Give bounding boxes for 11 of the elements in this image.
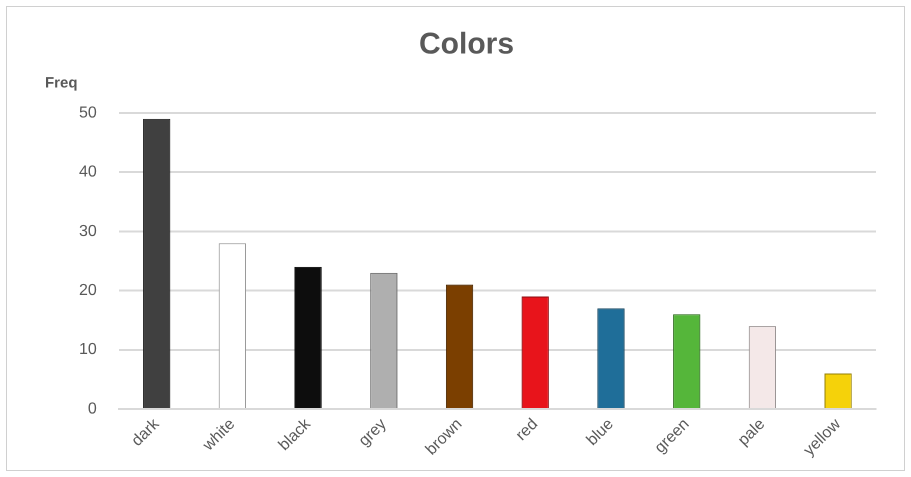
x-tick-label: blue (584, 416, 617, 450)
y-tick-label: 30 (79, 222, 97, 240)
y-tick-label: 0 (88, 400, 97, 418)
x-tick-label: dark (128, 414, 164, 450)
chart-title: Colors (418, 27, 514, 60)
y-tick-label: 40 (79, 164, 97, 181)
y-tick-label: 10 (79, 341, 97, 358)
y-axis-title: Freq (45, 74, 78, 92)
y-tick-label: 50 (79, 104, 97, 122)
x-tick-label: red (512, 416, 542, 444)
y-tick-label: 20 (79, 282, 97, 299)
